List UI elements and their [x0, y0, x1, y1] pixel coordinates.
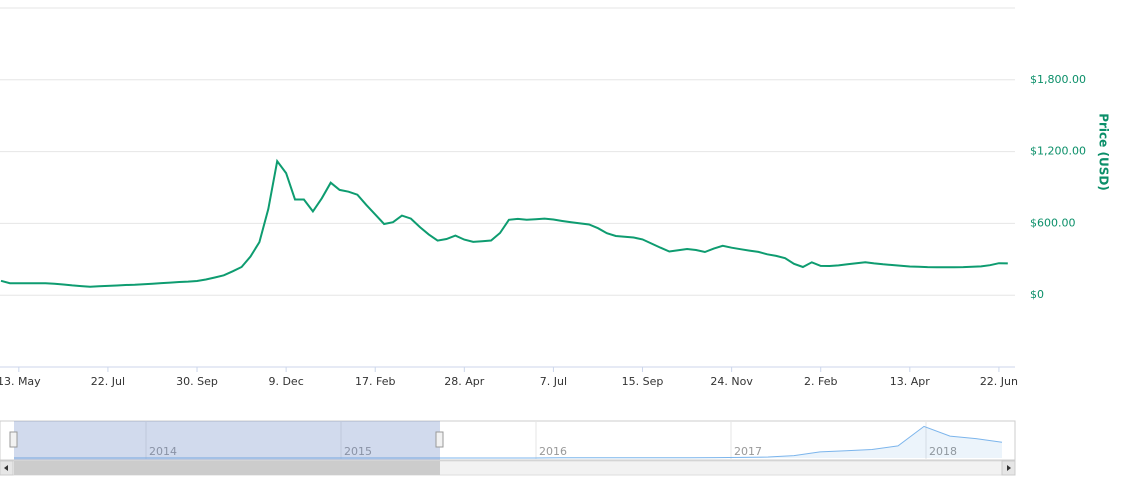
- navigator-label: 2018: [929, 445, 957, 458]
- navigator-label: 2016: [539, 445, 567, 458]
- x-tick-label: 22. Jul: [91, 375, 125, 388]
- navigator-area: [14, 426, 1002, 458]
- scrollbar-thumb[interactable]: [14, 461, 440, 475]
- navigator-handle[interactable]: [435, 431, 444, 448]
- x-tick-label: 9. Dec: [268, 375, 303, 388]
- x-tick-label: 15. Sep: [622, 375, 664, 388]
- x-tick-label: 13. Apr: [890, 375, 930, 388]
- y-tick-label: $0: [1030, 288, 1044, 301]
- navigator-label: 2015: [344, 445, 372, 458]
- x-tick-label: 17. Feb: [355, 375, 395, 388]
- x-tick-label: 30. Sep: [176, 375, 218, 388]
- navigator[interactable]: [0, 420, 1016, 461]
- x-tick-label: 24. Nov: [710, 375, 753, 388]
- scroll-left-arrow: [4, 465, 8, 471]
- y-tick-label: $600.00: [1030, 216, 1076, 229]
- x-tick-label: 22. Jun: [980, 375, 1018, 388]
- navigator-label: 2017: [734, 445, 762, 458]
- navigator-selection[interactable]: [14, 421, 440, 460]
- scroll-right-arrow: [1007, 465, 1011, 471]
- x-tick-label: 7. Jul: [540, 375, 567, 388]
- navigator-handle[interactable]: [9, 431, 18, 448]
- x-tick-label: 28. Apr: [444, 375, 484, 388]
- price-line: [0, 158, 1008, 288]
- y-axis-title: Price (USD): [1097, 113, 1111, 191]
- y-tick-label: $1,800.00: [1030, 73, 1086, 86]
- x-tick-label: 2. Feb: [804, 375, 837, 388]
- navigator-line: [14, 425, 1003, 459]
- navigator-label: 2014: [149, 445, 177, 458]
- x-tick-label: 13. May: [0, 375, 41, 388]
- y-tick-label: $1,200.00: [1030, 145, 1086, 158]
